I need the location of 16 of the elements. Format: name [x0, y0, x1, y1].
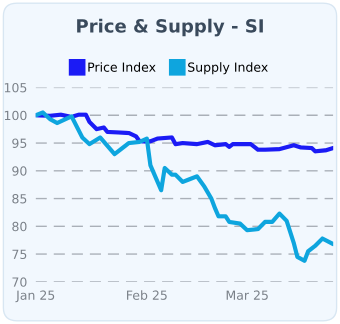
x-tick-label: Mar 25 [226, 290, 268, 300]
legend-label: Price Index [88, 62, 156, 72]
line-series [36, 110, 334, 263]
y-tick-label: 105 [4, 82, 26, 92]
y-tick-label: 95 [12, 138, 26, 148]
line-series [36, 112, 334, 154]
legend-label: Supply Index [188, 62, 268, 74]
y-tick-label: 100 [4, 110, 27, 120]
y-tick-label: 70 [12, 277, 27, 287]
y-tick-label: 80 [12, 222, 27, 232]
chart-title: Price & Supply - SI [77, 18, 263, 36]
y-tick-label: 85 [12, 194, 26, 204]
y-tick-label: 90 [12, 166, 27, 176]
x-tick-label: Feb 25 [127, 290, 167, 300]
x-tick-label: Jan 25 [15, 290, 54, 302]
y-tick-label: 75 [12, 250, 26, 260]
